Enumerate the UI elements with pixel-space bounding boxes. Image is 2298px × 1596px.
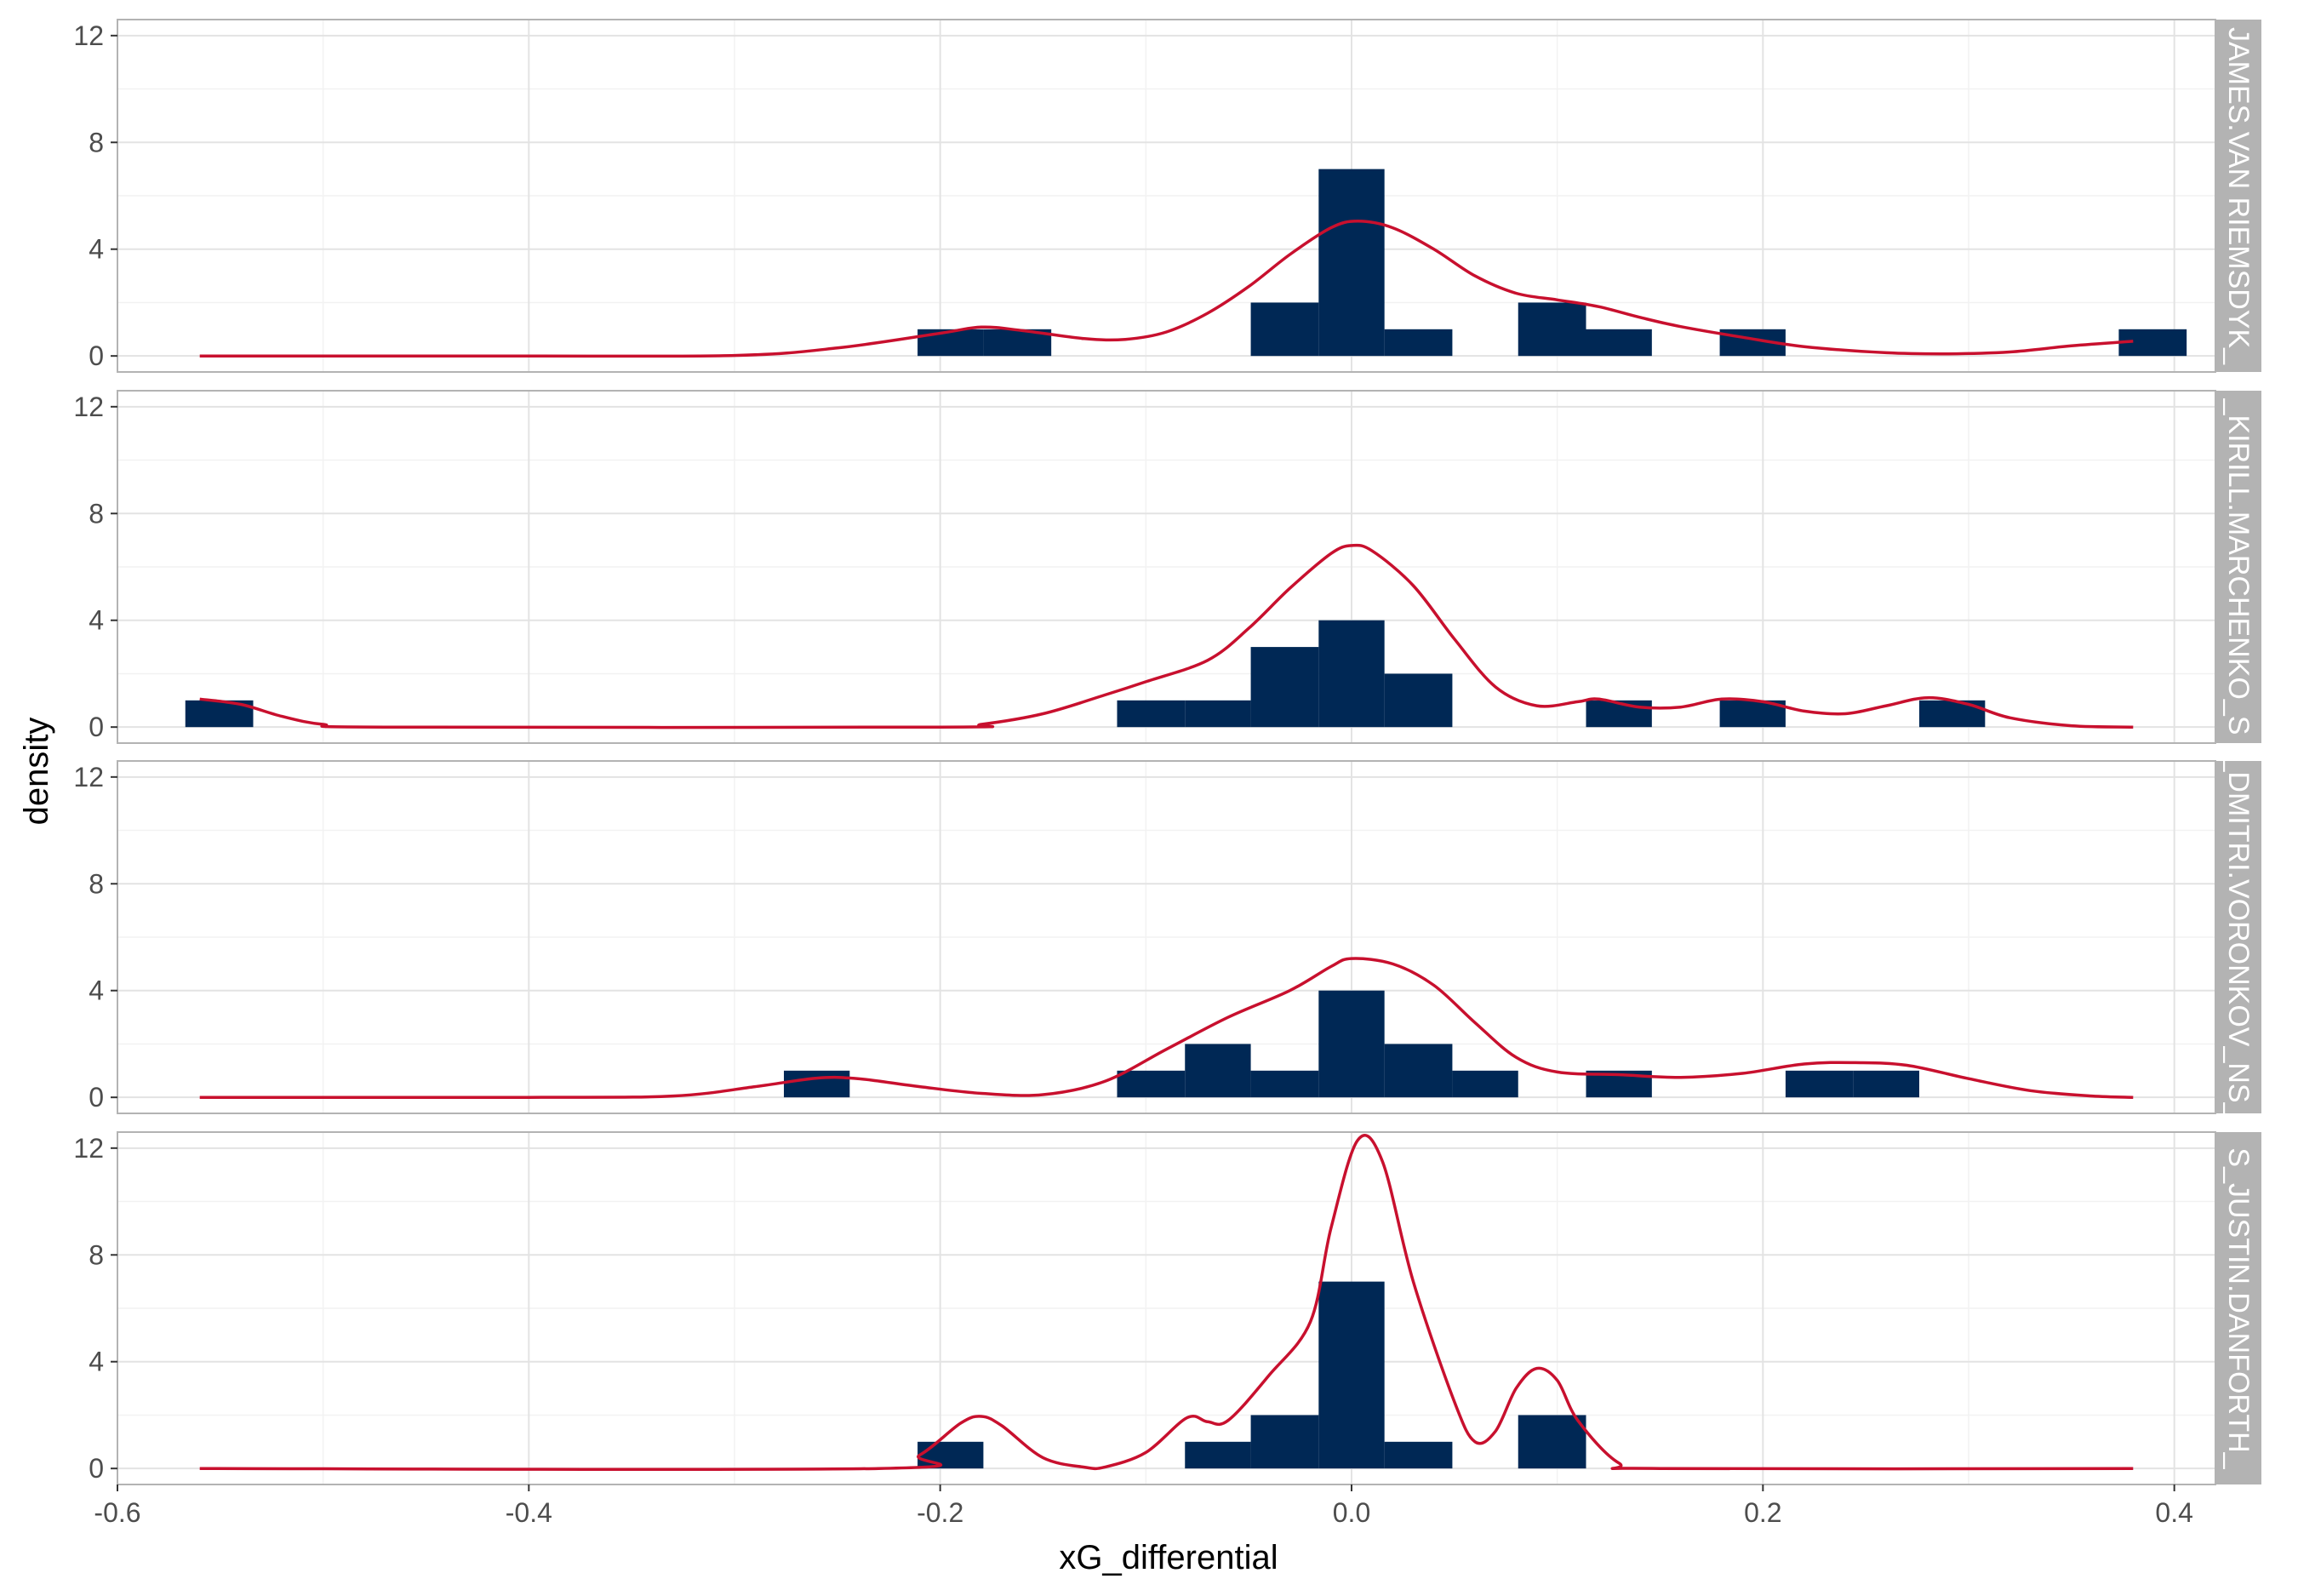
y-tick-label: 12 xyxy=(73,762,104,792)
x-tick-label: 0.4 xyxy=(2155,1497,2192,1528)
y-tick-label: 4 xyxy=(89,975,104,1006)
y-axis-title: density xyxy=(18,718,55,826)
x-tick-label: 0.0 xyxy=(1333,1497,1370,1528)
y-tick-label: 8 xyxy=(89,868,104,899)
x-axis-title: xG_differential xyxy=(1059,1539,1278,1576)
density-curve xyxy=(199,220,2134,358)
histogram-bar xyxy=(1318,620,1385,728)
facet-panel: 0 4 8 12 _KIRILL.MARCHENKO_S xyxy=(73,390,2261,744)
histogram-bar xyxy=(1452,1070,1518,1098)
histogram-bar xyxy=(1117,700,1186,728)
density-curve xyxy=(199,957,2134,1100)
histogram-bar xyxy=(1384,673,1453,728)
density-curve xyxy=(199,543,2134,729)
y-tick-label: 8 xyxy=(89,498,104,529)
histogram-bar xyxy=(1185,1044,1251,1098)
histogram-bar xyxy=(1919,700,1986,728)
density-curve xyxy=(199,1134,2134,1472)
y-tick-label: 0 xyxy=(89,712,104,742)
histogram-bar xyxy=(1518,1415,1586,1469)
y-tick-label: 8 xyxy=(89,127,104,157)
histogram-bar xyxy=(1785,1070,1854,1098)
histogram-bar xyxy=(1185,700,1251,728)
histogram-bar xyxy=(917,329,984,357)
histogram-bar xyxy=(1185,1441,1251,1469)
facet-strip-label: _DMITRI.VORONKOV_NS_ xyxy=(2222,755,2255,1120)
y-tick-label: 0 xyxy=(89,1082,104,1113)
y-tick-label: 12 xyxy=(73,20,104,51)
facet-panel: 0 4 8 12 _DMITRI.VORONKOV_NS_ xyxy=(73,755,2261,1120)
histogram-bar xyxy=(1250,302,1319,357)
facet-panel: 0 4 8 12 S_JUSTIN.DANFORTH_ xyxy=(73,1131,2261,1485)
facet-strip-label: _KIRILL.MARCHENKO_S xyxy=(2222,398,2255,735)
x-tick-label: -0.2 xyxy=(917,1497,963,1528)
facet-strip xyxy=(2215,1132,2261,1484)
y-tick-label: 0 xyxy=(89,1453,104,1484)
histogram-bar xyxy=(1586,700,1652,728)
facet-strip xyxy=(2215,391,2261,743)
histogram-bar xyxy=(1384,329,1453,357)
histogram-bar xyxy=(917,1441,984,1469)
histogram-bar xyxy=(1250,647,1319,728)
facet-strip-label: JAMES.VAN RIEMSDYK_ xyxy=(2222,27,2255,365)
x-axis: -0.6 -0.4 -0.2 0.0 0.2 0.4 xyxy=(94,1484,2193,1528)
histogram-bar xyxy=(1318,169,1385,357)
y-tick-label: 12 xyxy=(73,1133,104,1164)
facet-panels: 0 4 8 12 JAMES.VAN RIEMSDYK_ 0 4 8 12 _KIRILL.MAR… xyxy=(73,19,2261,1485)
x-tick-label: -0.4 xyxy=(506,1497,552,1528)
y-tick-label: 12 xyxy=(73,392,104,422)
x-tick-label: -0.6 xyxy=(94,1497,140,1528)
facet-strip xyxy=(2215,761,2261,1113)
y-tick-label: 4 xyxy=(89,1347,104,1377)
histogram-bar xyxy=(1853,1070,1919,1098)
facet-strip-label: S_JUSTIN.DANFORTH_ xyxy=(2222,1147,2255,1469)
y-tick-label: 8 xyxy=(89,1239,104,1270)
histogram-bar xyxy=(1318,990,1385,1098)
facet-strip xyxy=(2215,20,2261,372)
facet-panel: 0 4 8 12 JAMES.VAN RIEMSDYK_ xyxy=(73,19,2261,373)
histogram-bar xyxy=(1586,329,1652,357)
histogram-bar xyxy=(1384,1441,1453,1469)
histogram-bar xyxy=(1250,1070,1319,1098)
x-tick-label: 0.2 xyxy=(1744,1497,1781,1528)
histogram-bar xyxy=(1518,302,1586,357)
y-tick-label: 0 xyxy=(89,340,104,371)
y-tick-label: 4 xyxy=(89,234,104,265)
histogram-bar xyxy=(784,1070,850,1098)
histogram-bar xyxy=(1117,1070,1186,1098)
histogram-bar xyxy=(1384,1044,1453,1098)
y-tick-label: 4 xyxy=(89,605,104,636)
histogram-bar xyxy=(1318,1281,1385,1469)
histogram-bar xyxy=(1250,1415,1319,1469)
